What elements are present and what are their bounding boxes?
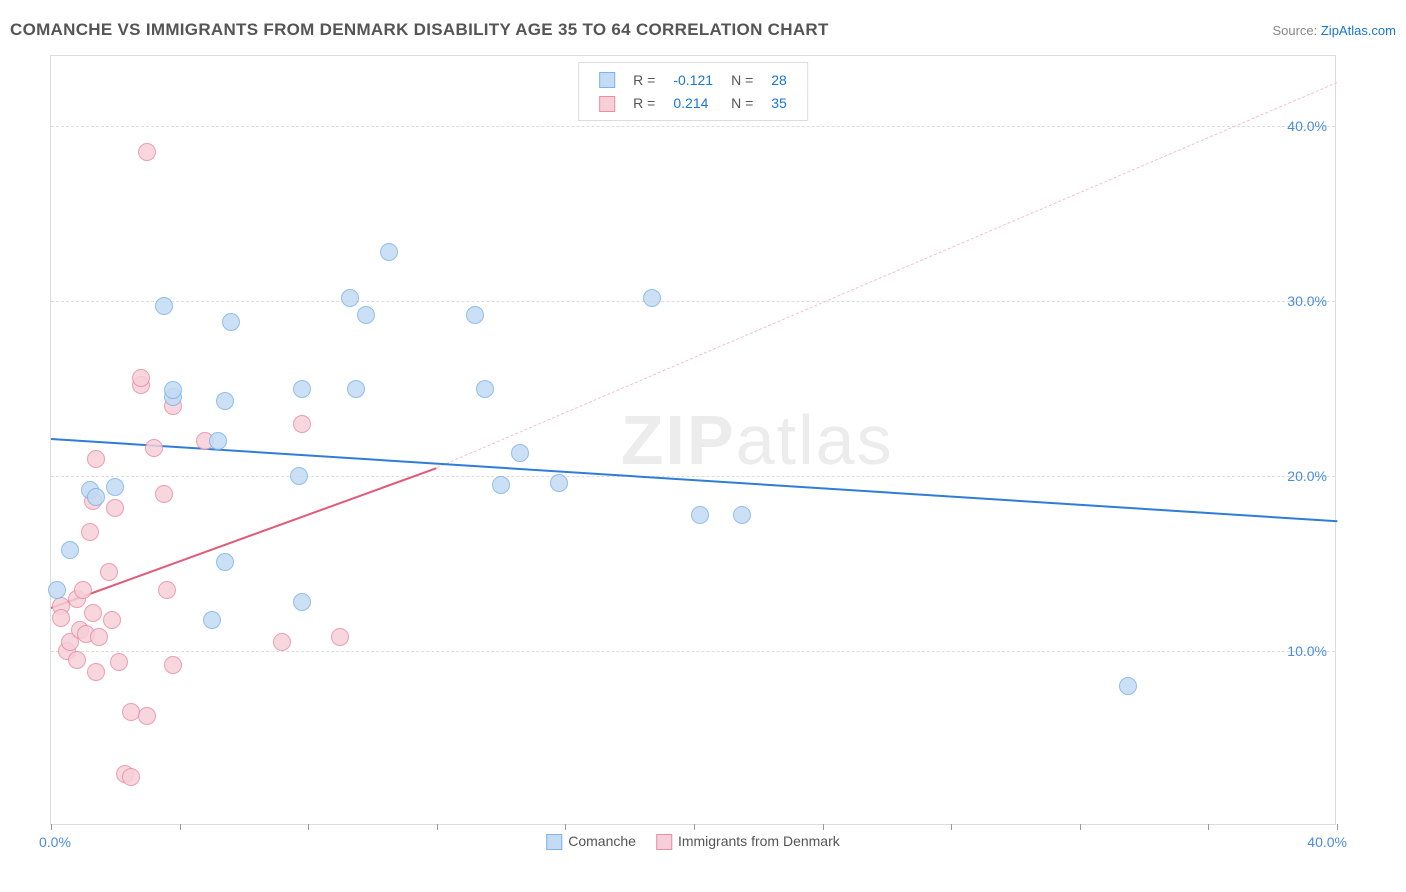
x-tick xyxy=(1080,824,1081,830)
point-series-a xyxy=(87,488,105,506)
point-series-b xyxy=(106,499,124,517)
point-series-a xyxy=(48,581,66,599)
x-tick xyxy=(180,824,181,830)
point-series-a xyxy=(61,541,79,559)
point-series-a xyxy=(106,478,124,496)
x-axis-max-label: 40.0% xyxy=(1307,834,1347,850)
point-series-a xyxy=(209,432,227,450)
y-tick-label: 40.0% xyxy=(1287,118,1327,134)
gridline xyxy=(51,126,1335,127)
gridline xyxy=(51,301,1335,302)
series-b-swatch-bottom xyxy=(656,834,672,850)
x-tick xyxy=(565,824,566,830)
series-b-n-value: 35 xyxy=(763,92,795,113)
series-a-swatch-bottom xyxy=(546,834,562,850)
point-series-a xyxy=(216,392,234,410)
x-tick xyxy=(1208,824,1209,830)
point-series-b xyxy=(138,707,156,725)
point-series-a xyxy=(216,553,234,571)
source-link[interactable]: ZipAtlas.com xyxy=(1321,23,1396,38)
y-tick-label: 30.0% xyxy=(1287,293,1327,309)
point-series-a xyxy=(466,306,484,324)
correlation-legend: R = -0.121 N = 28 R = 0.214 N = 35 xyxy=(578,62,808,121)
y-tick-label: 20.0% xyxy=(1287,468,1327,484)
point-series-b xyxy=(132,369,150,387)
x-tick xyxy=(694,824,695,830)
point-series-a xyxy=(222,313,240,331)
point-series-b xyxy=(273,633,291,651)
series-a-swatch xyxy=(599,72,615,88)
point-series-b xyxy=(122,703,140,721)
x-tick xyxy=(1337,824,1338,830)
point-series-b xyxy=(110,653,128,671)
point-series-a xyxy=(203,611,221,629)
gridline xyxy=(51,651,1335,652)
point-series-a xyxy=(476,380,494,398)
point-series-b xyxy=(100,563,118,581)
series-a-label: Comanche xyxy=(568,833,636,849)
chart-title: COMANCHE VS IMMIGRANTS FROM DENMARK DISA… xyxy=(10,20,829,40)
x-tick xyxy=(51,824,52,830)
point-series-a xyxy=(290,467,308,485)
point-series-b xyxy=(84,604,102,622)
point-series-b xyxy=(87,663,105,681)
y-tick-label: 10.0% xyxy=(1287,643,1327,659)
point-series-b xyxy=(74,581,92,599)
point-series-b xyxy=(155,485,173,503)
point-series-b xyxy=(164,656,182,674)
x-tick xyxy=(308,824,309,830)
point-series-a xyxy=(341,289,359,307)
point-series-a xyxy=(550,474,568,492)
chart-plot-area: ZIPatlas 10.0% 20.0% 30.0% 40.0% R = -0.121… xyxy=(50,55,1336,825)
point-series-b xyxy=(138,143,156,161)
point-series-b xyxy=(103,611,121,629)
x-tick xyxy=(951,824,952,830)
point-series-a xyxy=(511,444,529,462)
gridline xyxy=(51,476,1335,477)
point-series-a xyxy=(293,380,311,398)
watermark: ZIPatlas xyxy=(621,400,894,480)
point-series-a xyxy=(643,289,661,307)
point-series-b xyxy=(68,651,86,669)
series-a-r-value: -0.121 xyxy=(665,69,721,90)
series-b-label: Immigrants from Denmark xyxy=(678,833,840,849)
point-series-b xyxy=(81,523,99,541)
point-series-a xyxy=(155,297,173,315)
series-b-swatch xyxy=(599,96,615,112)
point-series-a xyxy=(691,506,709,524)
point-series-b xyxy=(52,609,70,627)
point-series-a xyxy=(164,381,182,399)
source-attribution: Source: ZipAtlas.com xyxy=(1272,23,1396,38)
point-series-a xyxy=(293,593,311,611)
point-series-b xyxy=(90,628,108,646)
x-tick xyxy=(437,824,438,830)
point-series-b xyxy=(145,439,163,457)
point-series-b xyxy=(331,628,349,646)
series-legend: Comanche Immigrants from Denmark xyxy=(546,833,840,850)
point-series-b xyxy=(87,450,105,468)
point-series-b xyxy=(122,768,140,786)
x-axis-min-label: 0.0% xyxy=(39,834,71,850)
point-series-a xyxy=(347,380,365,398)
point-series-a xyxy=(380,243,398,261)
point-series-a xyxy=(357,306,375,324)
point-series-a xyxy=(733,506,751,524)
series-b-r-value: 0.214 xyxy=(665,92,721,113)
x-tick xyxy=(823,824,824,830)
series-a-n-value: 28 xyxy=(763,69,795,90)
point-series-a xyxy=(1119,677,1137,695)
point-series-b xyxy=(293,415,311,433)
point-series-b xyxy=(158,581,176,599)
point-series-a xyxy=(492,476,510,494)
